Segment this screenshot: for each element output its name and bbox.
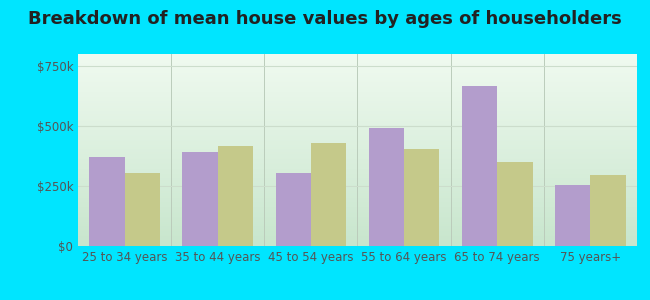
Bar	[369, 128, 404, 246]
Bar	[555, 185, 590, 246]
Bar	[404, 149, 439, 246]
Bar	[183, 152, 218, 246]
Bar	[89, 157, 125, 246]
Bar	[218, 146, 253, 246]
Bar	[590, 175, 626, 246]
Bar	[125, 173, 160, 246]
Bar	[462, 86, 497, 246]
Bar	[311, 143, 346, 246]
Text: Breakdown of mean house values by ages of householders: Breakdown of mean house values by ages o…	[28, 11, 622, 28]
Bar	[276, 173, 311, 246]
Bar	[497, 162, 532, 246]
